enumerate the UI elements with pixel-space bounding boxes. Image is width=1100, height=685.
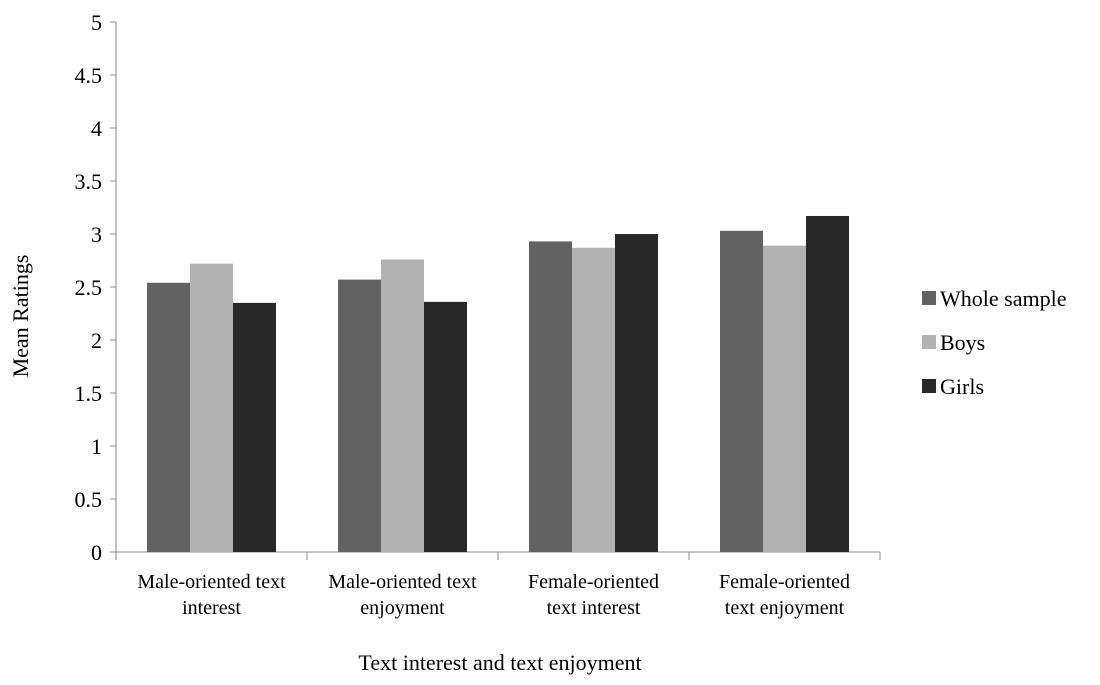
y-tick-label: 5 bbox=[91, 10, 102, 35]
bar-girls bbox=[424, 301, 467, 552]
y-tick-label: 3.5 bbox=[75, 169, 103, 194]
y-tick-label: 4.5 bbox=[75, 63, 103, 88]
x-category-label: Female-oriented bbox=[719, 571, 850, 593]
bar-boys bbox=[381, 259, 424, 552]
y-tick-label: 0 bbox=[91, 540, 102, 565]
y-tick-label: 2 bbox=[91, 328, 102, 353]
x-category-label: Male-oriented text bbox=[137, 571, 286, 593]
legend-label: Whole sample bbox=[940, 286, 1066, 311]
x-category-label: text enjoyment bbox=[725, 597, 845, 619]
y-axis-title: Mean Ratings bbox=[8, 255, 33, 378]
bar-boys bbox=[572, 247, 615, 552]
y-tick-label: 1 bbox=[91, 434, 102, 459]
legend-swatch bbox=[922, 379, 936, 393]
y-tick-label: 1.5 bbox=[75, 381, 103, 406]
bar-girls bbox=[615, 234, 658, 552]
y-tick-label: 3 bbox=[91, 222, 102, 247]
x-category-label: interest bbox=[182, 597, 241, 619]
y-tick-label: 0.5 bbox=[75, 487, 103, 512]
bar-boys bbox=[190, 263, 233, 552]
legend-swatch bbox=[922, 335, 936, 349]
bar-whole-sample bbox=[147, 282, 190, 552]
bar-girls bbox=[806, 215, 849, 553]
legend-swatch bbox=[922, 291, 936, 305]
x-category-label: enjoyment bbox=[360, 597, 445, 619]
legend-label: Girls bbox=[940, 374, 984, 399]
bar-whole-sample bbox=[720, 230, 763, 552]
y-tick-label: 2.5 bbox=[75, 275, 103, 300]
bar-boys bbox=[763, 245, 806, 552]
x-category-label: Female-oriented bbox=[528, 571, 659, 593]
bar-whole-sample bbox=[338, 279, 381, 552]
bar-whole-sample bbox=[529, 241, 572, 553]
x-category-label: text interest bbox=[547, 597, 641, 619]
legend-label: Boys bbox=[940, 330, 985, 355]
x-category-label: Male-oriented text bbox=[328, 571, 477, 593]
bar-girls bbox=[233, 302, 276, 552]
x-axis-title: Text interest and text enjoyment bbox=[358, 650, 641, 675]
y-tick-label: 4 bbox=[91, 116, 102, 141]
